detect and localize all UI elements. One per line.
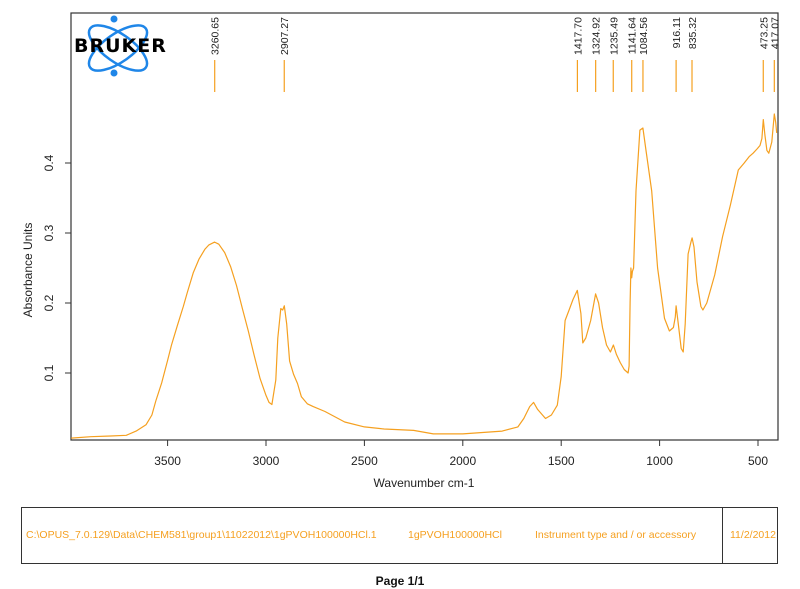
- peak-label: 3260.65: [210, 17, 222, 55]
- plot-frame: [70, 12, 779, 441]
- x-tick-label: 2500: [351, 454, 378, 468]
- bruker-logo: BRUKER: [73, 14, 193, 82]
- y-axis-ticks: 0.1 0.2 0.3 0.4: [42, 154, 71, 381]
- x-axis-ticks: 3500 3000 2500 2000 1500 1000 500: [154, 440, 768, 468]
- peak-label: 1417.70: [572, 17, 584, 55]
- peak-label: 835.32: [687, 17, 699, 49]
- sample-name: 1gPVOH100000HCl: [408, 529, 502, 541]
- peak-label: 1084.56: [638, 17, 650, 55]
- x-tick-label: 1500: [548, 454, 575, 468]
- x-tick-label: 2000: [449, 454, 476, 468]
- spectrum-line: [71, 113, 778, 439]
- peak-label: 473.25: [758, 17, 770, 49]
- y-tick-label: 0.4: [42, 154, 56, 171]
- peak-label: 1324.92: [591, 17, 603, 55]
- peak-label: 1141.64: [627, 17, 639, 54]
- measurement-date: 11/2/2012: [730, 529, 776, 541]
- footer-divider: [722, 508, 723, 563]
- x-tick-label: 1000: [646, 454, 673, 468]
- y-tick-label: 0.2: [42, 294, 56, 311]
- page-indicator: Page 1/1: [375, 574, 425, 588]
- file-path: C:\OPUS_7.0.129\Data\CHEM581\group1\1102…: [26, 529, 377, 541]
- y-tick-label: 0.3: [42, 224, 56, 241]
- x-tick-label: 3000: [253, 454, 280, 468]
- atom-orbit-icon: [87, 15, 149, 77]
- ir-spectrum-chart: 0.1 0.2 0.3 0.4 3500 3000 2500 2000 1500 1000 500…: [21, 12, 781, 490]
- footer-info-box: C:\OPUS_7.0.129\Data\CHEM581\group1\1102…: [21, 507, 778, 564]
- peak-label: 417.07: [769, 17, 781, 49]
- logo-text: BRUKER: [74, 35, 167, 57]
- x-tick-label: 3500: [154, 454, 181, 468]
- y-tick-label: 0.1: [42, 364, 56, 381]
- x-axis-label: Wavenumber cm-1: [374, 476, 475, 490]
- peak-label: 1235.49: [608, 17, 620, 55]
- peak-label: 2907.27: [279, 17, 291, 55]
- peak-label: 916.11: [671, 17, 683, 48]
- peak-markers: 3260.65 2907.27 1417.70 1324.92 1235.49 1141.…: [210, 17, 781, 92]
- x-tick-label: 500: [748, 454, 768, 468]
- instrument-info: Instrument type and / or accessory: [535, 529, 697, 541]
- y-axis-label: Absorbance Units: [21, 223, 35, 318]
